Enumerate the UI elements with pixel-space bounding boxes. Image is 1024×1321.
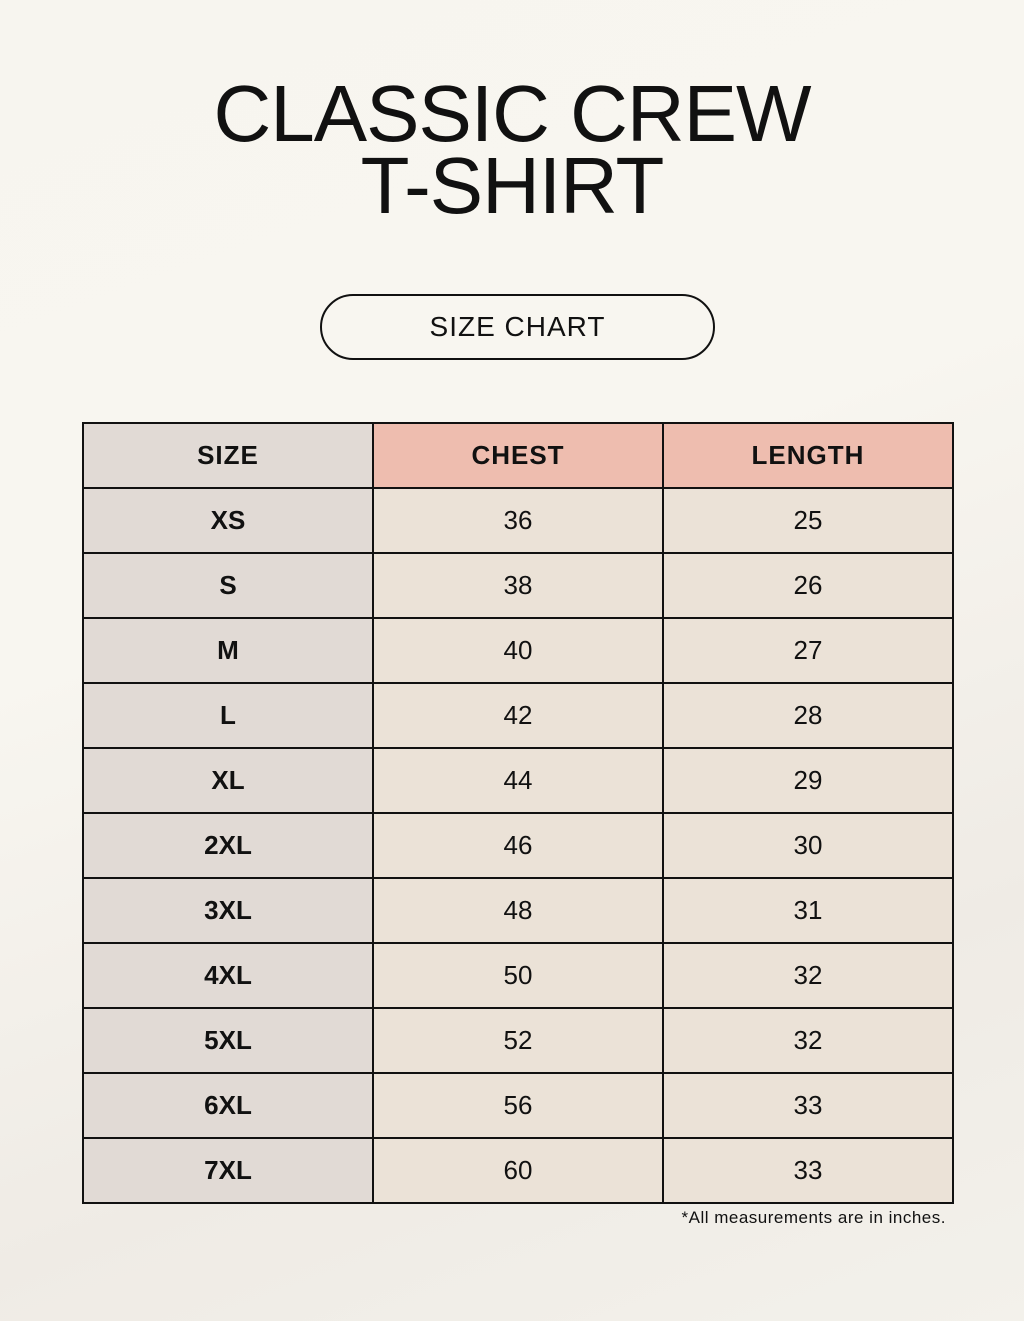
cell-chest: 44 bbox=[372, 747, 664, 814]
cell-length: 26 bbox=[662, 552, 954, 619]
table-row: XL 44 29 bbox=[82, 747, 954, 814]
table-row: 6XL 56 33 bbox=[82, 1072, 954, 1139]
table-row: 5XL 52 32 bbox=[82, 1007, 954, 1074]
cell-size: 2XL bbox=[82, 812, 374, 879]
cell-size: 3XL bbox=[82, 877, 374, 944]
page-title: CLASSIC CREW T-SHIRT bbox=[0, 69, 1024, 230]
cell-chest: 46 bbox=[372, 812, 664, 879]
table-row: 2XL 46 30 bbox=[82, 812, 954, 879]
cell-length: 33 bbox=[662, 1137, 954, 1204]
header-length: LENGTH bbox=[662, 422, 954, 489]
cell-size: 4XL bbox=[82, 942, 374, 1009]
title-line-1: CLASSIC CREW bbox=[213, 69, 812, 158]
cell-length: 27 bbox=[662, 617, 954, 684]
cell-size: 5XL bbox=[82, 1007, 374, 1074]
table-header-row: SIZE CHEST LENGTH bbox=[82, 422, 954, 489]
size-chart-label: SIZE CHART bbox=[320, 294, 715, 360]
table-row: XS 36 25 bbox=[82, 487, 954, 554]
cell-length: 32 bbox=[662, 942, 954, 1009]
cell-size: 7XL bbox=[82, 1137, 374, 1204]
table-row: L 42 28 bbox=[82, 682, 954, 749]
cell-chest: 42 bbox=[372, 682, 664, 749]
cell-chest: 48 bbox=[372, 877, 664, 944]
size-table: SIZE CHEST LENGTH XS 36 25 S 38 26 M 40 27 L 42 28 X… bbox=[82, 422, 954, 1204]
cell-size: L bbox=[82, 682, 374, 749]
cell-length: 31 bbox=[662, 877, 954, 944]
cell-size: 6XL bbox=[82, 1072, 374, 1139]
table-row: 4XL 50 32 bbox=[82, 942, 954, 1009]
table-row: M 40 27 bbox=[82, 617, 954, 684]
cell-chest: 36 bbox=[372, 487, 664, 554]
cell-chest: 40 bbox=[372, 617, 664, 684]
table-row: 7XL 60 33 bbox=[82, 1137, 954, 1204]
cell-length: 33 bbox=[662, 1072, 954, 1139]
title-line-2: T-SHIRT bbox=[360, 141, 665, 230]
footnote: *All measurements are in inches. bbox=[681, 1208, 946, 1227]
cell-chest: 52 bbox=[372, 1007, 664, 1074]
cell-length: 32 bbox=[662, 1007, 954, 1074]
cell-size: S bbox=[82, 552, 374, 619]
table-row: S 38 26 bbox=[82, 552, 954, 619]
header-chest: CHEST bbox=[372, 422, 664, 489]
cell-size: XL bbox=[82, 747, 374, 814]
cell-chest: 56 bbox=[372, 1072, 664, 1139]
header-size: SIZE bbox=[82, 422, 374, 489]
cell-chest: 60 bbox=[372, 1137, 664, 1204]
cell-length: 30 bbox=[662, 812, 954, 879]
cell-length: 29 bbox=[662, 747, 954, 814]
cell-size: XS bbox=[82, 487, 374, 554]
cell-chest: 38 bbox=[372, 552, 664, 619]
cell-size: M bbox=[82, 617, 374, 684]
cell-length: 28 bbox=[662, 682, 954, 749]
table-row: 3XL 48 31 bbox=[82, 877, 954, 944]
cell-chest: 50 bbox=[372, 942, 664, 1009]
cell-length: 25 bbox=[662, 487, 954, 554]
